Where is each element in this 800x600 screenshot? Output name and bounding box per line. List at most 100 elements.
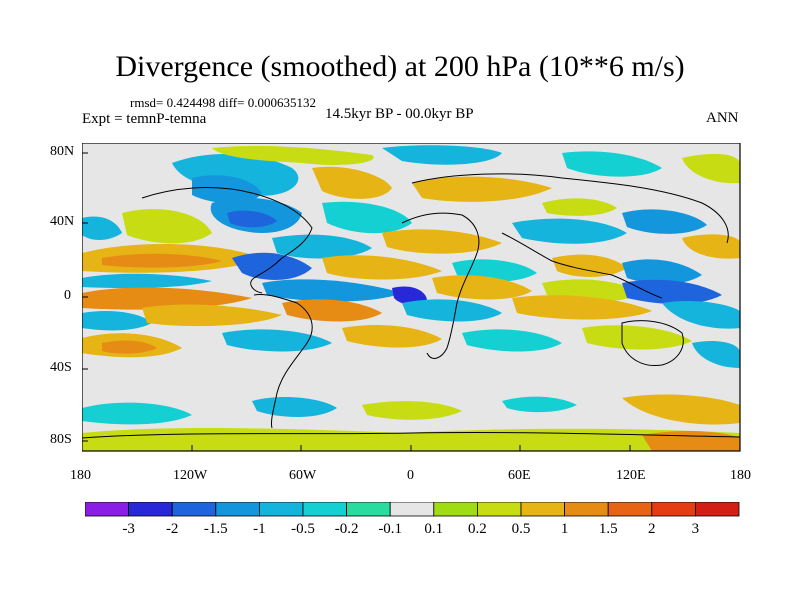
field-patch — [582, 325, 692, 350]
field-patch — [622, 279, 722, 304]
colorbar-box — [171, 502, 217, 517]
time-period-label: 14.5kyr BP - 00.0kyr BP — [325, 106, 474, 122]
field-patch — [512, 218, 627, 244]
field-patch — [622, 394, 740, 425]
colorbar-label: -0.2 — [334, 521, 359, 537]
colorbar-label: 3 — [691, 521, 700, 537]
field-patch — [412, 176, 552, 202]
colorbar-box — [564, 502, 609, 517]
colorbar-label: 1 — [560, 521, 569, 537]
field-patch — [392, 286, 427, 305]
asia-south-coast — [501, 232, 663, 299]
field-patch — [622, 259, 702, 284]
field-patch — [552, 254, 627, 277]
colorbar-box — [302, 502, 347, 517]
field-patch — [402, 299, 502, 322]
colorbar-box — [346, 502, 391, 517]
africa-coast — [401, 212, 480, 359]
australia-coast — [621, 320, 684, 367]
field-patch — [502, 396, 577, 413]
x-tick-label: 120W — [173, 468, 208, 483]
x-tick-label: 120E — [616, 468, 646, 483]
colorbar-label: -2 — [165, 521, 179, 537]
colorbar-box — [215, 502, 260, 517]
tick-marks — [82, 152, 631, 451]
field-patch — [432, 275, 532, 300]
x-tick-label: 180 — [730, 468, 751, 483]
field-patch — [682, 153, 740, 184]
colorbar-label: 0.1 — [424, 521, 444, 537]
colorbar-box — [607, 502, 653, 517]
field-patch — [82, 273, 212, 289]
colorbar-label: 2 — [648, 521, 656, 537]
field-patch — [382, 229, 502, 254]
x-tick-label: 60W — [289, 468, 317, 483]
antarctica-coast — [82, 431, 740, 439]
experiment-label: Expt = temnP-temna — [82, 111, 207, 127]
colorbar-box — [651, 502, 696, 517]
south-america-coast — [253, 294, 313, 429]
colorbar-box — [258, 502, 304, 517]
plot-title: Divergence (smoothed) at 200 hPa (10**6 … — [115, 50, 685, 83]
field-patch — [192, 175, 262, 204]
field-patch — [682, 234, 740, 259]
x-tick-label: 0 — [407, 468, 414, 483]
field-patch — [382, 145, 502, 165]
colorbar-box — [389, 502, 435, 517]
field-patch — [82, 311, 152, 331]
divergence-map — [82, 143, 741, 452]
field-patch — [622, 209, 707, 234]
field-patch — [322, 201, 412, 234]
field-patch — [362, 401, 462, 420]
colorbar-box — [85, 502, 129, 517]
field-patch — [272, 234, 372, 259]
field-patch — [322, 255, 442, 280]
field-patch — [122, 209, 212, 244]
field-patch — [82, 402, 192, 425]
colorbar-label: -1 — [253, 521, 266, 537]
field-patch — [172, 153, 299, 196]
colorbar-label: -3 — [122, 521, 135, 537]
colorbar-box — [433, 502, 478, 517]
rmsd-diff-stats: rmsd= 0.424498 diff= 0.000635132 — [130, 95, 316, 110]
field-patch — [662, 300, 740, 329]
y-tick-label: 40N — [50, 214, 75, 229]
y-tick-label: 0 — [64, 288, 71, 303]
field-patch — [312, 166, 392, 199]
field-patch — [82, 216, 122, 240]
field-patch — [102, 253, 222, 268]
field-patch — [512, 295, 652, 320]
season-label: ANN — [706, 110, 739, 126]
y-tick-label: 40S — [50, 360, 72, 375]
field-patch — [282, 299, 382, 322]
colorbar-box — [128, 502, 173, 517]
field-patch — [262, 279, 402, 302]
field-patch — [462, 329, 562, 352]
colorbar-box — [695, 502, 740, 517]
y-tick-label: 80N — [50, 144, 75, 159]
field-patch — [692, 341, 740, 368]
colorbar-label: -1.5 — [203, 521, 228, 537]
field-patch — [82, 287, 252, 310]
field-patch — [542, 198, 617, 216]
north-america-coast — [141, 187, 313, 294]
field-patch — [342, 325, 442, 348]
field-patch — [562, 151, 662, 177]
x-tick-label: 180 — [70, 468, 91, 483]
colorbar-box — [520, 502, 565, 517]
colorbar-label: 1.5 — [598, 521, 618, 537]
colorbar-label: 0.5 — [511, 521, 531, 537]
colorbar-label: -0.5 — [291, 521, 315, 537]
coastlines — [82, 173, 740, 439]
eurasia-coast — [411, 173, 729, 244]
field-patch — [102, 340, 157, 354]
field-patch — [142, 304, 282, 327]
y-tick-label: 80S — [50, 432, 72, 447]
colorbar-label: 0.2 — [468, 521, 487, 537]
x-tick-label: 60E — [508, 468, 531, 483]
field-patch — [212, 145, 374, 166]
field-patch — [227, 210, 277, 228]
colorbar-box — [476, 502, 522, 517]
colorbar-label: -0.1 — [378, 521, 403, 537]
colorbar — [85, 502, 740, 517]
